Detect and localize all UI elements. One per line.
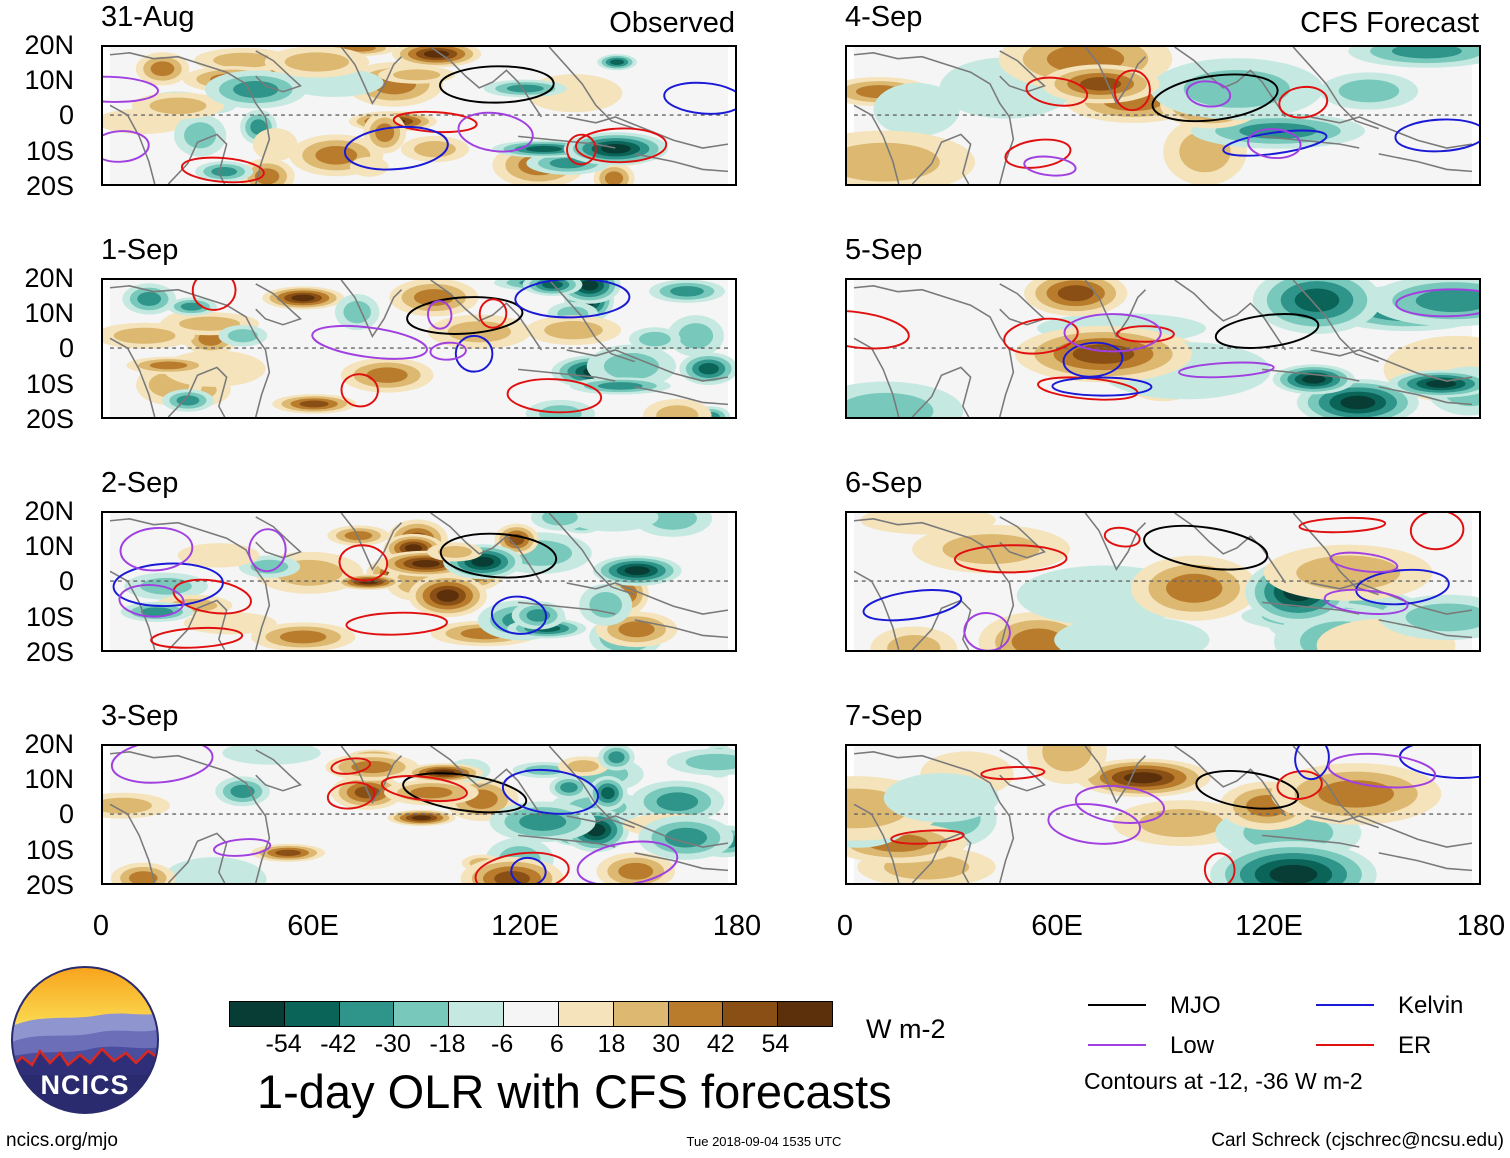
y-tick-label: 0 <box>58 100 74 130</box>
y-tick-label: 0 <box>58 333 74 363</box>
legend-label-kelvin: Kelvin <box>1398 992 1464 1019</box>
y-tick-label: 10S <box>25 369 74 399</box>
colorbar-swatch <box>448 1002 504 1026</box>
olr-map-panel <box>845 278 1481 419</box>
colorbar-swatch <box>722 1002 778 1026</box>
y-tick-label: 20N <box>24 729 74 759</box>
colorbar-unit: W m-2 <box>866 1014 946 1044</box>
x-tick-label: 120E <box>1235 910 1303 942</box>
colorbar-swatch <box>338 1002 394 1026</box>
panel-date-4-sep: 4-Sep <box>845 1 923 33</box>
panel-date-31-aug: 31-Aug <box>101 1 195 33</box>
olr-map-panel <box>101 45 737 186</box>
y-tick-label: 10S <box>25 835 74 865</box>
y-tick-label: 20N <box>24 263 74 293</box>
olr-map-panel <box>101 278 737 419</box>
colorbar-tick-label: -18 <box>429 1030 466 1058</box>
x-tick-label: 180 <box>1456 910 1506 942</box>
olr-map-panel <box>845 45 1481 186</box>
x-tick-label: 0 <box>92 910 110 942</box>
panel-date-3-sep: 3-Sep <box>101 700 179 732</box>
legend-note: Contours at -12, -36 W m-2 <box>1084 1068 1363 1094</box>
colorbar-swatch <box>557 1002 613 1026</box>
panel-date-6-sep: 6-Sep <box>845 467 923 499</box>
panel-date-7-sep: 7-Sep <box>845 700 923 732</box>
y-tick-label: 20S <box>25 404 74 434</box>
x-tick-label: 180 <box>712 910 762 942</box>
colorbar-swatch <box>393 1002 449 1026</box>
legend-swatch-er <box>1316 1044 1374 1046</box>
olr-map-panel <box>845 511 1481 652</box>
y-tick-label: 0 <box>58 799 74 829</box>
legend-swatch-mjo <box>1088 1004 1146 1006</box>
x-tick-label: 60E <box>287 910 339 942</box>
legend-label-mjo: MJO <box>1170 992 1221 1019</box>
y-tick-label: 20N <box>24 30 74 60</box>
olr-map-panel <box>101 511 737 652</box>
panel-date-1-sep: 1-Sep <box>101 234 179 266</box>
colorbar-tick-label: 18 <box>597 1030 626 1058</box>
colorbar-swatch <box>503 1002 558 1026</box>
colorbar-swatch <box>230 1002 284 1026</box>
colorbar-tick-label: 54 <box>761 1030 790 1058</box>
legend-label-er: ER <box>1398 1032 1432 1059</box>
y-tick-label: 10S <box>25 136 74 166</box>
y-tick-label: 10N <box>24 531 74 561</box>
legend-swatch-kelvin <box>1316 1004 1374 1006</box>
olr-map-panel <box>845 744 1481 885</box>
y-tick-label: 10S <box>25 602 74 632</box>
footer-url[interactable]: ncics.org/mjo <box>6 1130 118 1151</box>
x-tick-label: 120E <box>491 910 559 942</box>
y-tick-label: 20N <box>24 496 74 526</box>
olr-map-panel <box>101 744 737 885</box>
colorbar-tick-label: 42 <box>706 1030 735 1058</box>
y-tick-label: 20S <box>25 637 74 667</box>
y-tick-label: 10N <box>24 764 74 794</box>
figure-title: 1-day OLR with CFS forecasts <box>257 1065 892 1118</box>
y-tick-label: 10N <box>24 65 74 95</box>
colorbar-tick-label: -42 <box>320 1030 357 1058</box>
footer-timestamp: Tue 2018-09-04 1535 UTC <box>686 1134 842 1149</box>
colorbar-tick-label: 30 <box>652 1030 680 1058</box>
colorbar <box>229 1001 833 1027</box>
colorbar-swatch <box>777 1002 832 1026</box>
colorbar-swatch <box>667 1002 723 1026</box>
y-tick-label: 0 <box>58 566 74 596</box>
y-tick-label: 10N <box>24 298 74 328</box>
panel-source-label: CFS Forecast <box>1300 7 1479 39</box>
panel-date-5-sep: 5-Sep <box>845 234 923 266</box>
legend-label-low: Low <box>1170 1032 1215 1059</box>
ncics-logo: NCICS <box>10 965 160 1115</box>
colorbar-swatch <box>283 1002 339 1026</box>
x-tick-label: 60E <box>1031 910 1083 942</box>
panel-source-label: Observed <box>609 7 735 39</box>
y-tick-label: 20S <box>25 171 74 201</box>
legend-swatch-low <box>1088 1044 1146 1046</box>
y-tick-label: 20S <box>25 870 74 900</box>
colorbar-tick-label: -30 <box>374 1030 411 1058</box>
colorbar-tick-label: -6 <box>491 1030 514 1058</box>
logo-text: NCICS <box>40 1070 129 1100</box>
colorbar-swatch <box>612 1002 668 1026</box>
panel-date-2-sep: 2-Sep <box>101 467 179 499</box>
footer-author: Carl Schreck (cjschrec@ncsu.edu) <box>1211 1130 1504 1151</box>
colorbar-tick-label: -54 <box>265 1030 302 1058</box>
x-tick-label: 0 <box>836 910 854 942</box>
colorbar-tick-label: 6 <box>549 1030 564 1058</box>
